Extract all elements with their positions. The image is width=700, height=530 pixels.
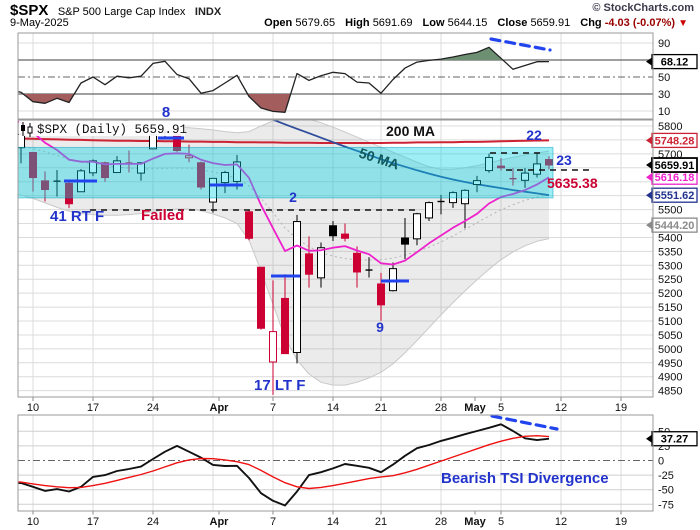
price-axis-label: 5100 bbox=[658, 316, 682, 328]
open-value: 5679.65 bbox=[295, 17, 336, 29]
annotation-failed-label: Failed bbox=[141, 207, 184, 224]
close-value: 5659.91 bbox=[530, 17, 571, 29]
high-value: 5691.69 bbox=[372, 17, 413, 29]
x-axis-label: 5 bbox=[498, 516, 504, 528]
x-axis-label: 19 bbox=[615, 402, 627, 414]
tsi-axis-label: -25 bbox=[658, 470, 674, 482]
x-axis-label: 14 bbox=[327, 516, 339, 528]
annotation-count-22: 22 bbox=[526, 127, 542, 143]
high-label: High bbox=[345, 17, 370, 29]
price-axis-label: 5800 bbox=[658, 121, 682, 133]
x-axis-label: 28 bbox=[435, 402, 447, 414]
candlestick-icon bbox=[21, 122, 33, 137]
x-axis-label: 28 bbox=[435, 516, 447, 528]
down-arrow-icon: ▼ bbox=[678, 18, 688, 29]
chg-value: -4.03 (-0.07%) bbox=[604, 17, 676, 29]
ohlc-readout: Open 5679.65 High 5691.69 Low 5644.15 Cl… bbox=[257, 17, 688, 29]
open-label: Open bbox=[264, 17, 293, 29]
price-axis-label: 4900 bbox=[658, 372, 682, 384]
price-axis-label: 5350 bbox=[658, 246, 682, 258]
x-axis-label: Apr bbox=[210, 402, 230, 414]
svg-text:5444.20: 5444.20 bbox=[655, 220, 695, 232]
tsi-panel bbox=[18, 423, 550, 507]
x-axis-label: 7 bbox=[270, 516, 276, 528]
svg-text:68.12: 68.12 bbox=[661, 57, 689, 69]
price-axis-label: 5250 bbox=[658, 274, 682, 286]
x-axis-label: 14 bbox=[327, 402, 339, 414]
chart-date: 9-May-2025 bbox=[10, 17, 69, 29]
annotation-count-8: 8 bbox=[162, 104, 170, 121]
annotation-lt-f-label: 17 LT F bbox=[254, 377, 305, 394]
rsi-axis-label: 30 bbox=[658, 89, 670, 101]
svg-text:5551.62: 5551.62 bbox=[655, 190, 695, 202]
annotation-ma200-label: 200 MA bbox=[386, 123, 435, 139]
low-value: 5644.15 bbox=[447, 17, 488, 29]
x-axis-label: 10 bbox=[27, 516, 39, 528]
svg-text:37.27: 37.27 bbox=[661, 434, 689, 446]
index-name: S&P 500 Large Cap Index bbox=[57, 6, 186, 18]
annotation-count-23: 23 bbox=[556, 152, 572, 168]
rsi-axis-label: 10 bbox=[658, 106, 670, 118]
divergence-trendline-1 bbox=[489, 37, 552, 52]
copyright-label: © StockCharts.com bbox=[592, 2, 694, 14]
tsi-axis-label: -75 bbox=[658, 499, 674, 511]
price-axis-label: 5400 bbox=[658, 232, 682, 244]
x-axis-label: 24 bbox=[147, 402, 159, 414]
annotation-rt-failed-label: 41 RT F bbox=[50, 208, 104, 225]
low-label: Low bbox=[422, 17, 445, 29]
x-axis-label: 24 bbox=[147, 516, 159, 528]
x-axis-label: 21 bbox=[375, 516, 387, 528]
chg-label: Chg bbox=[580, 17, 602, 29]
x-axis-label: May bbox=[464, 516, 486, 528]
price-axis-label: 5050 bbox=[658, 330, 682, 342]
divergence-trendline-2 bbox=[490, 414, 559, 431]
price-axis-label: 5500 bbox=[658, 205, 682, 217]
x-axis-label: 12 bbox=[555, 402, 567, 414]
x-axis-label: 5 bbox=[498, 402, 504, 414]
price-axis-label: 4850 bbox=[658, 386, 682, 398]
x-axis-label: Apr bbox=[210, 516, 230, 528]
price-axis-label: 5150 bbox=[658, 302, 682, 314]
rsi-axis-label: 90 bbox=[658, 38, 670, 50]
x-axis-label: 17 bbox=[87, 402, 99, 414]
exchange-label: INDX bbox=[194, 6, 222, 18]
annotation-count-2: 2 bbox=[289, 189, 297, 205]
x-axis-label: 10 bbox=[27, 402, 39, 414]
price-axis-label: 5000 bbox=[658, 344, 682, 356]
rsi-axis-label: 50 bbox=[658, 72, 670, 84]
svg-text:5659.91: 5659.91 bbox=[655, 160, 695, 172]
price-panel bbox=[18, 120, 554, 395]
price-axis-label: 4950 bbox=[658, 358, 682, 370]
price-axis-label: 5300 bbox=[658, 260, 682, 272]
rsi-panel bbox=[18, 46, 550, 113]
x-axis-label: 7 bbox=[270, 402, 276, 414]
symbol-label: $SPX bbox=[10, 2, 49, 19]
tsi-axis-label: 0 bbox=[658, 456, 664, 468]
x-axis-label: 19 bbox=[615, 516, 627, 528]
annotation-count-9: 9 bbox=[376, 319, 384, 335]
svg-text:5748.28: 5748.28 bbox=[655, 135, 695, 147]
tsi-axis-label: -50 bbox=[658, 485, 674, 497]
x-axis-label: 12 bbox=[555, 516, 567, 528]
close-label: Close bbox=[497, 17, 528, 29]
svg-text:5616.18: 5616.18 bbox=[655, 172, 695, 184]
chart-series-label: $SPX (Daily) 5659.91 bbox=[37, 123, 187, 137]
x-axis-label: May bbox=[464, 402, 486, 414]
price-axis-label: 5200 bbox=[658, 288, 682, 300]
annotation-tsi-divergence-label: Bearish TSI Divergence bbox=[441, 470, 609, 487]
x-axis-label: 21 bbox=[375, 402, 387, 414]
x-axis-label: 17 bbox=[87, 516, 99, 528]
annotation-support-price: 5635.38 bbox=[547, 175, 598, 191]
